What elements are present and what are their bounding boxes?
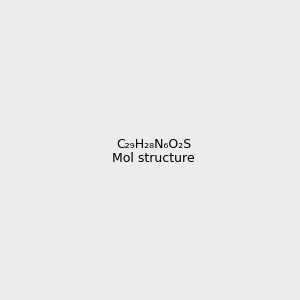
Text: C₂₉H₂₈N₆O₂S
Mol structure: C₂₉H₂₈N₆O₂S Mol structure (112, 137, 195, 166)
